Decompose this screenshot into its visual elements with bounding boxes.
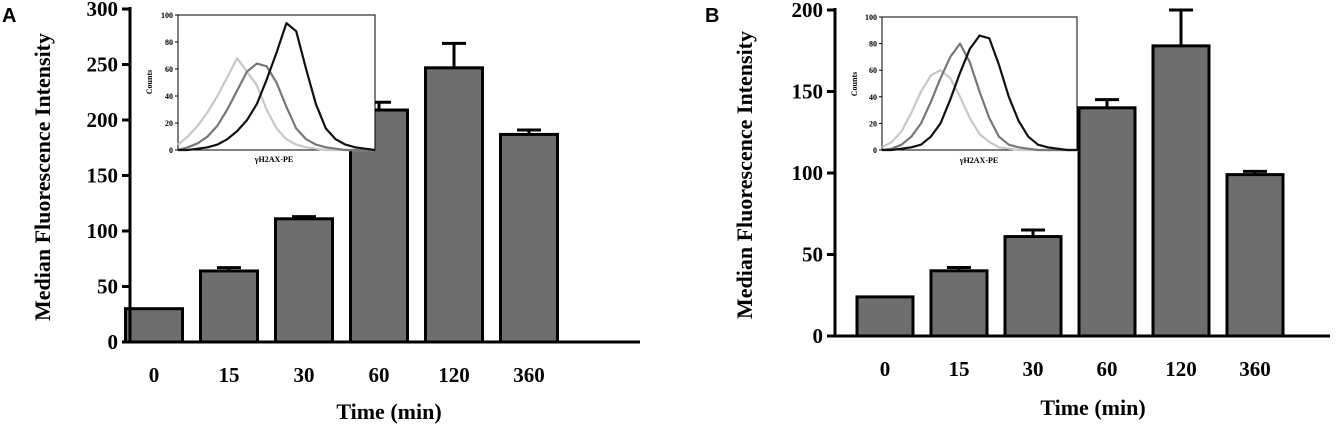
y-tick-label-a-50: 50 [97, 275, 118, 299]
inset-x-label-a: γH2AX-PE [254, 155, 293, 164]
y-tick-label-a-100: 100 [87, 219, 119, 243]
x-tick-label-a-30: 30 [294, 363, 315, 387]
x-tick-label-a-360: 360 [513, 363, 545, 387]
x-axis-title-b: Time (min) [1040, 395, 1145, 420]
inset-y-tick-label-a-100: 100 [161, 11, 173, 20]
inset-histogram-a: Counts γH2AX-PE 0 20 40 60 80 100 [145, 11, 376, 164]
y-tick-label-a-150: 150 [87, 164, 119, 188]
x-axis-title-a: Time (min) [336, 399, 441, 424]
x-tick-label-b-0: 0 [880, 357, 891, 381]
x-tick-label-a-60: 60 [369, 363, 390, 387]
inset-histogram-line-b-3 [882, 34, 1077, 152]
x-tick-label-a-15: 15 [219, 363, 240, 387]
bar-a-360 [499, 132, 559, 344]
panel-letter-b: B [705, 5, 719, 27]
inset-y-tick-label-b-0: 0 [873, 146, 877, 155]
inset-y-label-a: Counts [145, 70, 154, 94]
inset-y-tick-label-b-40: 40 [869, 93, 877, 102]
bar-a-30 [274, 217, 334, 344]
y-tick-label-b-200: 200 [792, 0, 824, 22]
y-tick-label-a-250: 250 [87, 53, 119, 77]
inset-y-tick-label-a-40: 40 [165, 92, 173, 101]
bar-a-15 [199, 269, 259, 344]
panel-b: B Median Fluorescence Intensity Time (mi… [705, 0, 1330, 420]
x-tick-label-b-15: 15 [949, 357, 970, 381]
y-axis-title-a: Median Fluorescence Intensity [30, 33, 55, 321]
inset-y-tick-label-b-20: 20 [869, 119, 877, 128]
inset-y-tick-label-b-100: 100 [865, 13, 877, 22]
y-tick-label-a-0: 0 [108, 330, 119, 354]
inset-y-tick-label-b-60: 60 [869, 66, 877, 75]
y-tick-label-b-100: 100 [792, 161, 824, 185]
inset-y-tick-label-a-20: 20 [165, 119, 173, 128]
panel-a: A Median Fluorescence Intensity Time (mi… [2, 0, 640, 424]
bar-b-360 [1225, 173, 1285, 338]
y-axis-title-b: Median Fluorescence Intensity [732, 31, 757, 319]
inset-y-tick-label-b-80: 80 [869, 40, 877, 49]
y-tick-label-b-150: 150 [792, 80, 824, 104]
bar-a-120 [424, 66, 484, 344]
bar-b-15 [929, 269, 989, 338]
inset-histogram-line-a-2 [177, 62, 375, 152]
panel-letter-a: A [2, 5, 16, 27]
x-tick-label-b-30: 30 [1023, 357, 1044, 381]
x-tick-label-a-0: 0 [149, 363, 160, 387]
x-tick-label-b-360: 360 [1239, 357, 1271, 381]
bar-b-0 [855, 295, 915, 338]
inset-frame-b [881, 16, 1078, 151]
y-tick-label-b-50: 50 [802, 243, 823, 267]
inset-histogram-b: Counts γH2AX-PE 0 20 40 60 80 100 [850, 13, 1078, 165]
inset-y-tick-label-a-0: 0 [169, 146, 173, 155]
x-tick-label-a-120: 120 [438, 363, 470, 387]
bar-b-30 [1003, 235, 1063, 338]
inset-x-label-b: γH2AX-PE [959, 156, 998, 165]
inset-y-tick-label-a-60: 60 [165, 65, 173, 74]
y-tick-label-a-300: 300 [87, 0, 119, 21]
bar-a-0 [124, 307, 184, 344]
inset-histogram-line-a-3 [178, 22, 376, 152]
x-tick-label-b-60: 60 [1097, 357, 1118, 381]
inset-histogram-line-b-2 [881, 42, 1077, 152]
y-tick-label-b-0: 0 [813, 324, 824, 348]
y-tick-label-a-200: 200 [87, 108, 119, 132]
bar-b-120 [1151, 44, 1211, 338]
inset-y-label-b: Counts [850, 72, 859, 96]
inset-y-tick-label-a-80: 80 [165, 38, 173, 47]
x-tick-label-b-120: 120 [1165, 357, 1197, 381]
bar-b-60 [1077, 106, 1137, 338]
